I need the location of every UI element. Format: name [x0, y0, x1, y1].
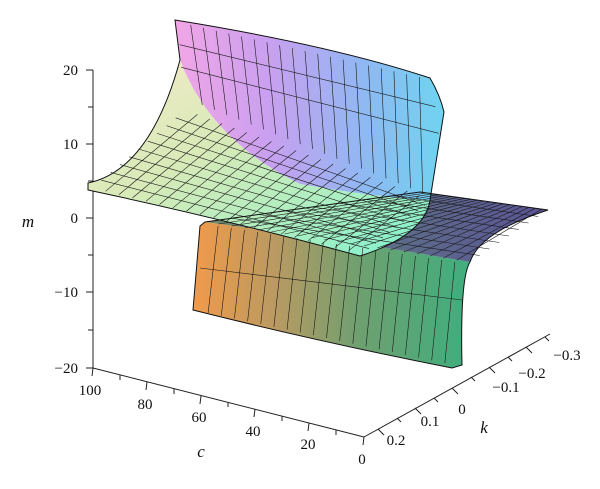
mesh-line: [292, 48, 301, 145]
mesh-line: [393, 195, 539, 217]
mesh-line: [221, 227, 232, 316]
mesh-line: [368, 65, 375, 174]
upper-sheet: [88, 60, 430, 256]
mesh-line: [181, 67, 439, 134]
mesh-line: [241, 36, 252, 125]
m-tick-label: 20: [63, 63, 78, 79]
c-ticks: 100 80 60 40 20 0 c: [79, 367, 366, 468]
mesh-line: [339, 202, 519, 230]
mesh-line: [166, 125, 419, 212]
m-axis-title: m: [22, 212, 34, 231]
c-tick-label: 40: [246, 424, 261, 440]
k-tick-label: −0.2: [518, 366, 545, 382]
m-tick-label: −10: [55, 285, 78, 301]
upper-outline: [87, 19, 445, 257]
mesh-line: [258, 214, 490, 250]
mesh-line: [253, 39, 264, 130]
c-tick-label: 0: [358, 452, 366, 468]
mesh-line: [279, 45, 289, 140]
mesh-line: [260, 233, 272, 325]
k-tick-label: −0.3: [553, 348, 580, 364]
mesh-line: [342, 59, 350, 164]
mesh-line: [330, 56, 338, 159]
mesh-line: [313, 241, 324, 336]
mesh-line: [179, 44, 436, 107]
mesh-line: [352, 247, 364, 344]
lower-sheet-mesh: [218, 192, 542, 261]
k-ticks: 0.2 0.1 0 −0.1 −0.2 −0.3 k: [377, 336, 581, 449]
mesh-line: [228, 33, 240, 120]
k-axis-line: [363, 333, 551, 438]
mesh-line: [365, 249, 377, 347]
mesh-line: [101, 179, 370, 249]
mesh-line: [366, 199, 529, 224]
m-tick-label: 10: [63, 137, 78, 153]
mesh-line: [431, 259, 442, 361]
mesh-line: [175, 117, 426, 206]
c-axis-title: c: [197, 442, 205, 461]
mesh-line: [247, 231, 258, 322]
mesh-line: [317, 53, 326, 154]
mesh-line: [285, 210, 500, 243]
mesh-line: [286, 237, 298, 330]
c-tick-label: 20: [301, 437, 316, 453]
mesh-line: [273, 235, 285, 327]
mesh-line: [119, 164, 384, 239]
mesh-line: [157, 133, 412, 217]
mesh-line: [266, 42, 277, 135]
mesh-line: [406, 74, 411, 189]
mesh-line: [378, 251, 390, 350]
surface: [87, 19, 549, 369]
k-axis-title: k: [480, 418, 488, 437]
mesh-line: [138, 148, 398, 228]
lower-outline: [192, 191, 549, 369]
mesh-line: [234, 229, 245, 319]
k-tick-label: −0.1: [492, 380, 519, 396]
mesh-line: [215, 30, 228, 115]
k-tick-label: 0.2: [387, 433, 406, 449]
mesh-line: [444, 261, 456, 364]
mesh-line: [418, 257, 429, 358]
mesh-line: [231, 217, 480, 256]
m-tick-label: 0: [71, 211, 79, 227]
c-tick-label: 100: [79, 383, 102, 399]
mesh-line: [203, 27, 215, 110]
upper-sheet-mesh: [101, 114, 426, 251]
c-tick-label: 80: [138, 397, 153, 413]
mesh-line: [312, 206, 510, 237]
lower-wall-mesh: [199, 225, 463, 364]
m-ticks: 20 10 0 −10 −20 m: [22, 63, 93, 377]
k-tick-label: 0.1: [421, 414, 440, 430]
lower-wall: [193, 222, 470, 368]
c-tick-label: 60: [192, 410, 207, 426]
mesh-line: [110, 172, 377, 244]
mesh-line: [393, 71, 399, 184]
mesh-line: [190, 24, 203, 105]
mesh-line: [326, 243, 337, 339]
mesh-line: [339, 245, 350, 341]
mesh-line: [199, 267, 463, 301]
upper-wall-mesh: [179, 24, 439, 194]
mesh-line: [419, 77, 424, 194]
mesh-line: [299, 239, 311, 333]
mesh-line: [391, 253, 403, 353]
mesh-line: [380, 68, 387, 179]
k-tick-label: 0: [458, 402, 466, 418]
mesh-line: [405, 255, 416, 355]
mesh-line: [355, 62, 362, 169]
m-tick-label: −20: [55, 361, 78, 377]
